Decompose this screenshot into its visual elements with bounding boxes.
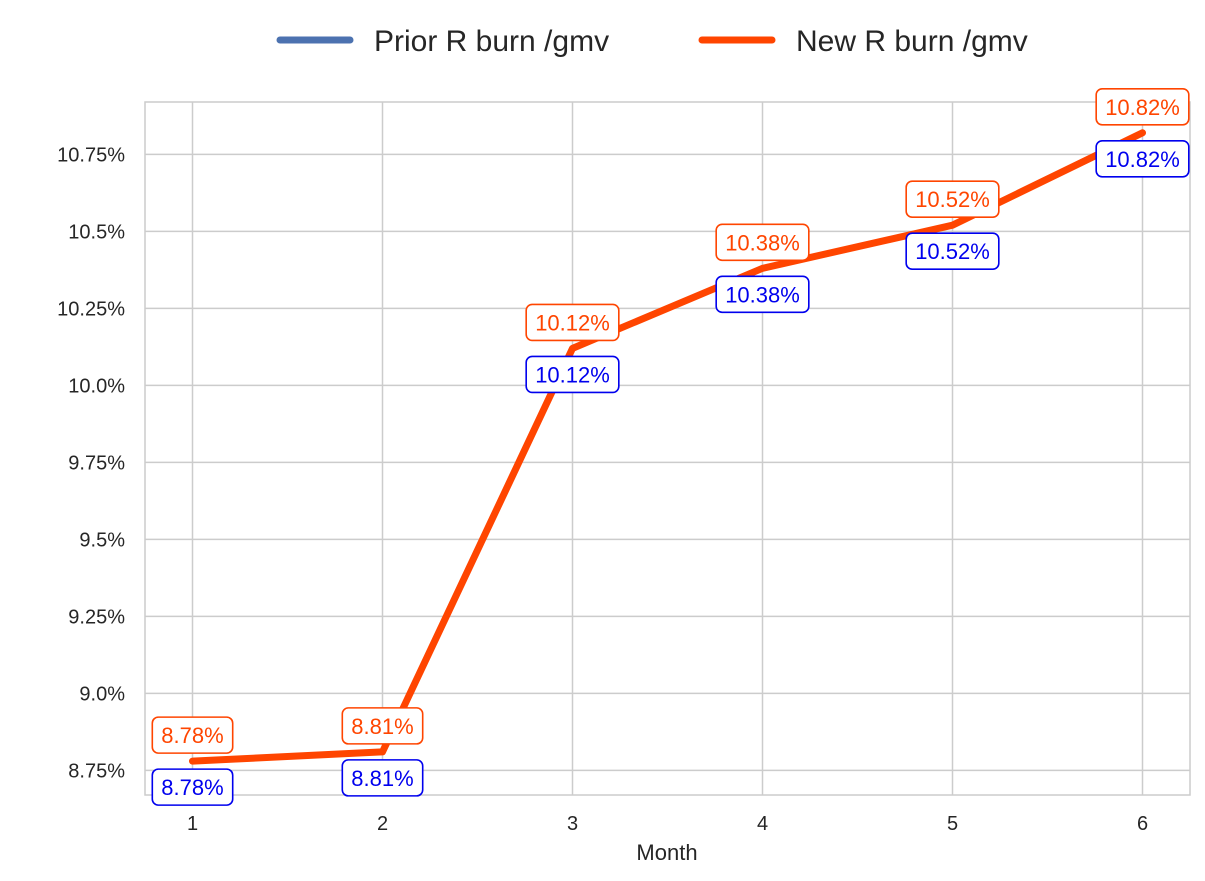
data-label-prior-text: 8.81% (351, 766, 413, 791)
legend-item-new: New R burn /gmv (698, 25, 1028, 58)
y-tick-label: 9.5% (79, 529, 125, 551)
data-label-prior-text: 8.78% (161, 775, 223, 800)
y-tick-label: 10.75% (57, 144, 125, 166)
data-label-prior-text: 10.82% (1105, 147, 1180, 172)
x-axis-title: Month (636, 840, 697, 865)
x-axis-ticks: 1 2 3 4 5 6 (187, 813, 1148, 835)
data-label-new: 10.82% (1095, 88, 1190, 126)
x-tick-label: 3 (567, 813, 578, 835)
data-label-new-text: 8.78% (161, 723, 223, 748)
data-label-new-box (715, 223, 810, 262)
data-label-prior-box (341, 759, 424, 797)
x-tick-label: 1 (187, 813, 198, 835)
data-label-prior-text: 10.38% (725, 282, 800, 307)
data-label-new: 8.81% (341, 707, 424, 745)
x-tick-label: 4 (757, 813, 768, 835)
data-label-new-box (1095, 88, 1190, 126)
y-tick-label: 10.25% (57, 298, 125, 320)
data-label-new-box (905, 180, 1000, 218)
data-label-new-text: 10.52% (915, 187, 990, 212)
data-label-new-text: 8.81% (351, 714, 413, 739)
data-label-new-box (525, 303, 620, 342)
data-label-prior: 10.38% (715, 275, 810, 314)
legend-label-new: New R burn /gmv (796, 25, 1028, 58)
data-label-prior: 10.82% (1095, 140, 1190, 178)
data-label-new-text: 10.82% (1105, 95, 1180, 120)
x-tick-label: 6 (1137, 813, 1148, 835)
legend-item-prior: Prior R burn /gmv (276, 25, 609, 58)
data-label-new-box (341, 707, 424, 745)
data-label-prior: 10.52% (905, 232, 1000, 270)
data-label-prior-box (715, 275, 810, 314)
data-label-new: 10.52% (905, 180, 1000, 218)
data-label-prior-box (525, 355, 620, 394)
y-tick-label: 10.0% (68, 375, 125, 397)
data-label-new: 8.78% (151, 716, 234, 754)
data-label-prior-box (905, 232, 1000, 270)
data-label-new-text: 10.12% (535, 310, 610, 335)
data-label-prior-box (151, 768, 234, 806)
data-label-new-text: 10.38% (725, 230, 800, 255)
y-axis-ticks: 8.75% 9.0% 9.25% 9.5% 9.75% 10.0% 10.25% 10.5% 1… (57, 144, 125, 782)
y-tick-label: 10.5% (68, 221, 125, 243)
x-tick-label: 2 (377, 813, 388, 835)
data-label-prior-text: 10.52% (915, 239, 990, 264)
data-label-prior-box (1095, 140, 1190, 178)
y-tick-label: 9.75% (68, 452, 125, 474)
y-tick-label: 8.75% (68, 760, 125, 782)
legend-label-prior: Prior R burn /gmv (374, 25, 609, 58)
data-label-prior-text: 10.12% (535, 362, 610, 387)
data-label-new: 10.38% (715, 223, 810, 262)
y-tick-label: 9.25% (68, 606, 125, 628)
data-label-prior: 8.81% (341, 759, 424, 797)
y-tick-label: 9.0% (79, 683, 125, 705)
data-label-prior: 8.78% (151, 768, 234, 806)
plot-area (144, 101, 1191, 796)
data-label-new: 10.12% (525, 303, 620, 342)
x-tick-label: 5 (947, 813, 958, 835)
data-label-prior: 10.12% (525, 355, 620, 394)
data-label-new-box (151, 716, 234, 754)
data-labels: 8.78% 8.81% 10.12% 10.38% 10.52% 10.82% 8.78% 8… (151, 88, 1190, 806)
legend: Prior R burn /gmv New R burn /gmv (276, 25, 1028, 58)
